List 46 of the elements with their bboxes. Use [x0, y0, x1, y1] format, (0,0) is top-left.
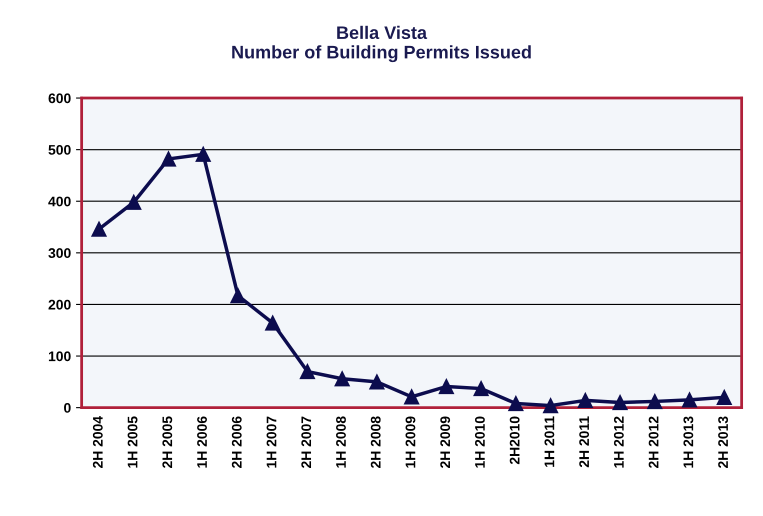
point [682, 392, 698, 408]
x-tick-label: 1H 2006 [197, 416, 207, 468]
x-tick-label: 1H 2013 [683, 416, 694, 468]
point [612, 394, 628, 410]
point [508, 396, 524, 412]
y-tick-label: 300 [48, 248, 71, 258]
chart-title: Bella Vista Number of Building Permits Issued [232, 26, 531, 62]
x-tick-label: 1H 2010 [475, 416, 485, 468]
point [473, 380, 489, 396]
x-tick-label: 2H2010 [510, 416, 520, 464]
point [716, 390, 732, 405]
point [542, 398, 558, 414]
point [196, 146, 211, 162]
x-tick-label: 1H 2012 [614, 416, 624, 468]
point [438, 378, 454, 394]
y-tick-label: 600 [48, 93, 71, 104]
point [126, 194, 142, 210]
y-tick-label: 0 [64, 402, 71, 413]
point [578, 392, 593, 408]
y-tick-label: 100 [48, 351, 71, 362]
x-tick-label: 2H 2005 [162, 416, 172, 468]
x-tick-label: 2H 2008 [370, 416, 381, 468]
y-tick-label: 500 [48, 144, 71, 155]
point [334, 371, 350, 386]
point [404, 389, 420, 404]
x-tick-label: 1H 2011 [544, 416, 554, 467]
point [230, 288, 246, 304]
point [369, 374, 385, 390]
point [647, 394, 662, 410]
x-tick-label: 1H 2005 [128, 416, 138, 468]
x-tick-label: 2H 2006 [232, 416, 242, 468]
x-tick-label: 2H 2007 [301, 416, 312, 468]
x-tick-label: 2H 2004 [92, 416, 103, 468]
x-tick-label: 2H 2009 [440, 416, 450, 468]
point [160, 151, 176, 167]
x-tick-label: 2H 2011 [579, 416, 590, 468]
point [265, 315, 280, 331]
x-tick-label: 1H 2007 [266, 416, 276, 468]
y-tick-label: 200 [48, 300, 71, 310]
x-tick-label: 2H 2012 [648, 416, 659, 468]
y-tick-label: 400 [48, 196, 71, 206]
x-tick-label: 1H 2009 [406, 416, 416, 468]
x-tick-label: 1H 2008 [336, 416, 346, 468]
x-tick-label: 2H 2013 [718, 416, 728, 468]
point [300, 364, 316, 380]
point [91, 221, 107, 237]
